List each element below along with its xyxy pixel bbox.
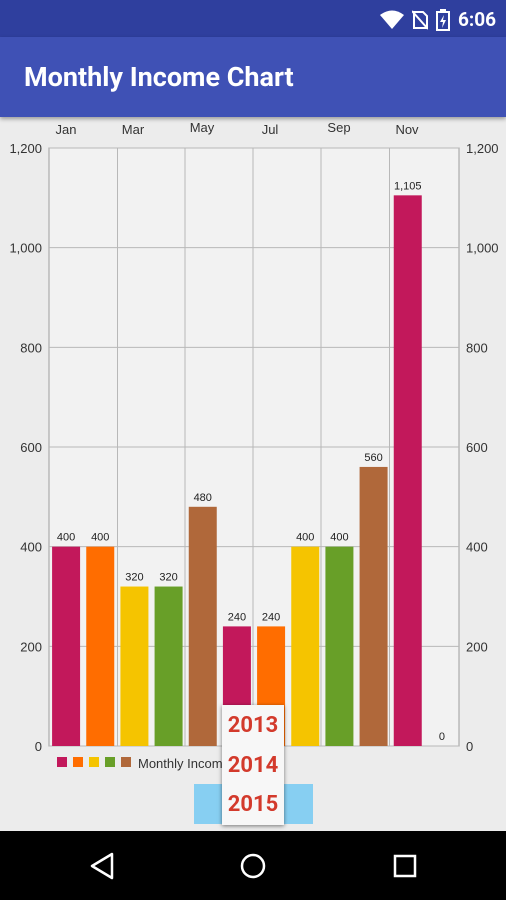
x-axis-label: Jul — [262, 122, 279, 137]
y-tick-label-right: 200 — [466, 639, 488, 654]
bar-mar — [120, 586, 149, 746]
data-label: 240 — [262, 611, 280, 623]
no-sim-icon — [411, 9, 428, 30]
y-tick-label-right: 400 — [466, 540, 488, 555]
status-time: 6:06 — [457, 8, 496, 31]
y-tick-label-right: 0 — [466, 739, 473, 754]
x-axis-label: Mar — [122, 122, 145, 137]
bar-feb — [86, 546, 115, 746]
legend-swatch — [105, 757, 115, 767]
legend-swatch — [121, 757, 131, 767]
year-option-2013[interactable]: 2013 — [227, 713, 279, 738]
data-label: 320 — [159, 572, 177, 584]
data-label: 400 — [57, 532, 75, 544]
data-label: 400 — [296, 532, 314, 544]
bar-nov — [393, 195, 422, 746]
x-axis-label: May — [190, 120, 215, 135]
legend-swatch — [89, 757, 99, 767]
y-tick-label-left: 1,200 — [9, 141, 42, 156]
year-option-2015[interactable]: 2015 — [227, 792, 279, 817]
app-bar: Monthly Income Chart — [0, 37, 506, 117]
bar-sep — [325, 546, 354, 746]
bar-may — [188, 506, 217, 746]
data-label: 1,105 — [394, 180, 422, 192]
y-tick-label-left: 1,000 — [9, 241, 42, 256]
y-tick-label-right: 1,200 — [466, 141, 499, 156]
x-axis-label: Nov — [395, 122, 419, 137]
data-label: 480 — [194, 492, 212, 504]
navigation-bar — [0, 831, 506, 900]
data-label: 400 — [91, 532, 109, 544]
page-title: Monthly Income Chart — [24, 61, 294, 93]
chart-area: 0 0 200 200 400 400 600 600 800 800 1,000 1,000 1,20… — [0, 117, 506, 831]
wifi-icon — [379, 10, 404, 29]
data-label: 560 — [364, 452, 382, 464]
x-axis-label: Sep — [327, 120, 350, 135]
legend-swatch — [73, 757, 83, 767]
back-icon[interactable] — [88, 851, 118, 881]
data-label: 0 — [439, 731, 445, 743]
y-tick-label-left: 400 — [20, 540, 42, 555]
y-tick-label-right: 800 — [466, 340, 488, 355]
bar-aug — [291, 546, 320, 746]
legend-label: Monthly Income — [138, 756, 230, 771]
y-tick-label-left: 800 — [20, 340, 42, 355]
y-tick-label-right: 600 — [466, 440, 488, 455]
y-tick-label-left: 0 — [35, 739, 42, 754]
battery-icon — [435, 8, 450, 31]
data-label: 240 — [228, 611, 246, 623]
data-label: 320 — [125, 572, 143, 584]
bar-oct — [359, 466, 388, 746]
year-option-2014[interactable]: 2014 — [227, 753, 279, 778]
legend-swatch — [57, 757, 67, 767]
recents-icon[interactable] — [390, 851, 420, 881]
bar-apr — [154, 586, 183, 746]
year-picker-popup[interactable]: 2013 2014 2015 — [222, 705, 284, 825]
y-tick-label-right: 1,000 — [466, 241, 499, 256]
y-tick-label-left: 600 — [20, 440, 42, 455]
y-tick-label-left: 200 — [20, 639, 42, 654]
data-label: 400 — [330, 532, 348, 544]
income-bar-chart: 0 0 200 200 400 400 600 600 800 800 1,000 1,000 1,20… — [9, 120, 499, 771]
bar-jan — [52, 546, 81, 746]
x-axis-label: Jan — [56, 122, 77, 137]
status-bar: 6:06 — [0, 0, 506, 37]
status-icons: 6:06 — [379, 8, 496, 31]
home-icon[interactable] — [238, 851, 268, 881]
